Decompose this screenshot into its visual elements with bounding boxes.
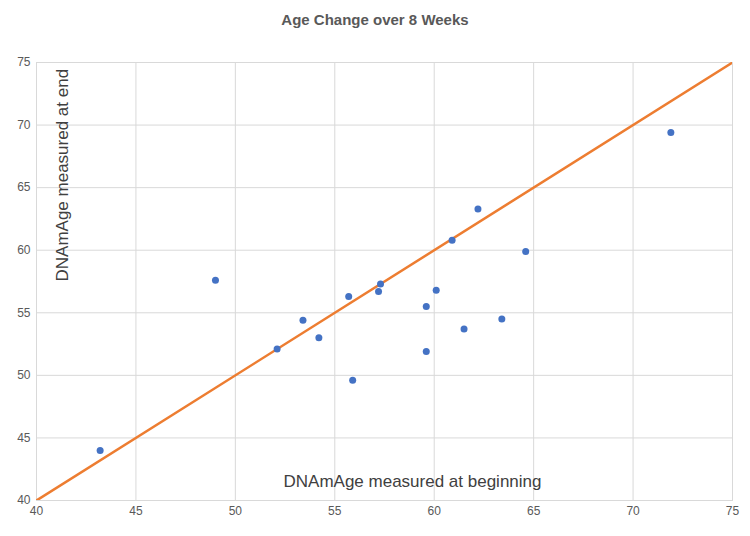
svg-text:50: 50 [17,368,31,382]
svg-text:DNAmAge measured at beginning: DNAmAge measured at beginning [284,472,542,491]
svg-text:45: 45 [129,504,143,518]
svg-text:40: 40 [30,504,44,518]
svg-text:65: 65 [17,180,31,194]
svg-text:45: 45 [17,431,31,445]
svg-text:75: 75 [726,504,740,518]
svg-text:55: 55 [328,504,342,518]
svg-text:50: 50 [229,504,243,518]
svg-text:60: 60 [17,243,31,257]
svg-text:55: 55 [17,306,31,320]
svg-text:DNAmAge measured at end: DNAmAge measured at end [53,69,72,282]
svg-text:40: 40 [17,493,31,507]
svg-text:65: 65 [527,504,541,518]
svg-text:70: 70 [626,504,640,518]
html-text:Age Change over 8 Weeks: Age Change over 8 Weeks [281,11,469,28]
svg-text:60: 60 [428,504,442,518]
svg-text:70: 70 [17,118,31,132]
svg-text:75: 75 [17,55,31,69]
